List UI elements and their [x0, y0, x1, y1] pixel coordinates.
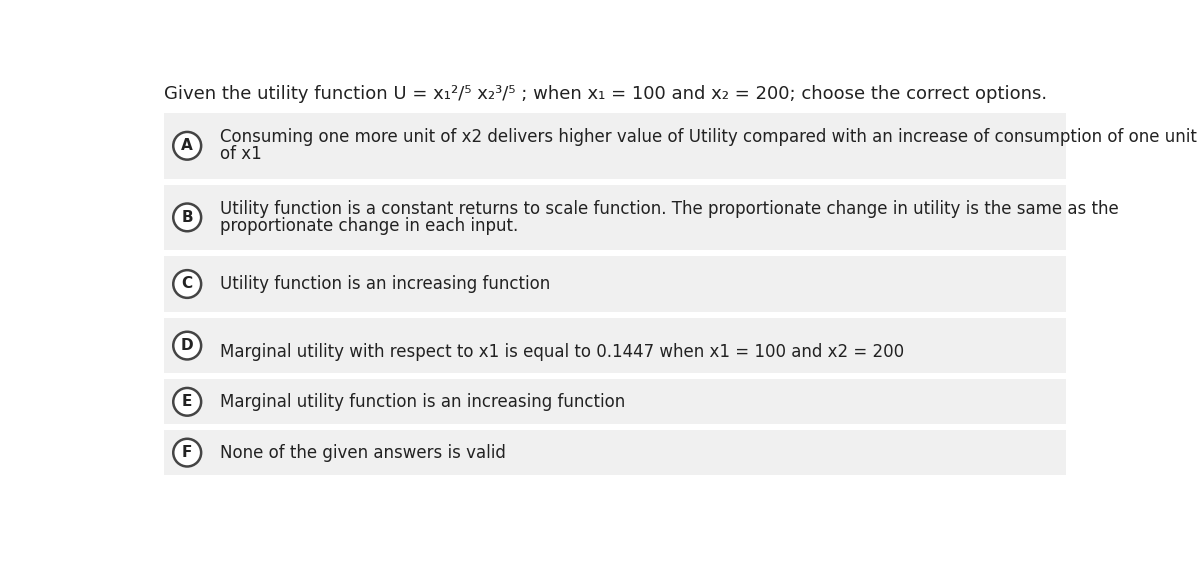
Text: Marginal utility with respect to x1 is equal to 0.1447 when x1 = 100 and x2 = 20: Marginal utility with respect to x1 is e… — [220, 343, 904, 361]
FancyBboxPatch shape — [164, 256, 1066, 312]
Text: None of the given answers is valid: None of the given answers is valid — [220, 443, 505, 462]
Circle shape — [173, 132, 202, 160]
Text: proportionate change in each input.: proportionate change in each input. — [220, 217, 518, 235]
FancyBboxPatch shape — [164, 380, 1066, 424]
Text: Utility function is a constant returns to scale function. The proportionate chan: Utility function is a constant returns t… — [220, 200, 1118, 218]
Text: of x1: of x1 — [220, 145, 262, 163]
Circle shape — [173, 203, 202, 231]
Text: Consuming one more unit of x2 delivers higher value of Utility compared with an : Consuming one more unit of x2 delivers h… — [220, 128, 1196, 146]
Circle shape — [173, 332, 202, 360]
FancyBboxPatch shape — [164, 185, 1066, 250]
Circle shape — [173, 439, 202, 466]
Text: E: E — [182, 394, 192, 409]
Text: Utility function is an increasing function: Utility function is an increasing functi… — [220, 275, 550, 293]
Text: A: A — [181, 139, 193, 153]
Text: F: F — [182, 445, 192, 460]
FancyBboxPatch shape — [164, 318, 1066, 373]
Text: Marginal utility function is an increasing function: Marginal utility function is an increasi… — [220, 393, 625, 411]
Text: Given the utility function U = x₁²/⁵ x₂³/⁵ ; when x₁ = 100 and x₂ = 200; choose : Given the utility function U = x₁²/⁵ x₂³… — [164, 86, 1048, 103]
FancyBboxPatch shape — [164, 113, 1066, 178]
Circle shape — [173, 270, 202, 298]
FancyBboxPatch shape — [164, 430, 1066, 475]
Circle shape — [173, 388, 202, 416]
Text: D: D — [181, 338, 193, 353]
Text: C: C — [181, 276, 193, 291]
Text: B: B — [181, 210, 193, 225]
